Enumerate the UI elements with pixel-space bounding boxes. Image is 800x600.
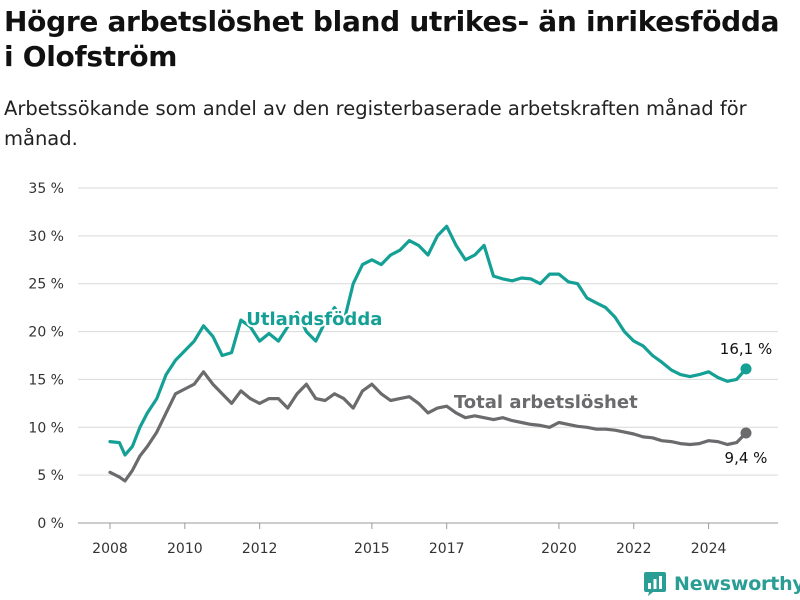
newsworthy-logo: Newsworthy — [644, 571, 800, 597]
y-tick-label: 20 % — [28, 325, 64, 341]
y-tick-label: 25 % — [28, 277, 64, 293]
x-tick-label: 2012 — [242, 541, 278, 557]
x-tick-label: 2008 — [92, 541, 128, 557]
x-tick-label: 2017 — [429, 541, 465, 557]
y-tick-label: 35 % — [28, 181, 64, 197]
series-name-label: Total arbetslöshet — [454, 392, 638, 413]
y-tick-label: 0 % — [37, 516, 64, 532]
series-end-label: 16,1 % — [720, 340, 772, 358]
y-tick-label: 5 % — [37, 468, 64, 484]
y-tick-label: 30 % — [28, 229, 64, 245]
series-end-point — [740, 427, 752, 439]
series-name-label: Utlandsfödda — [246, 309, 382, 330]
series-line — [108, 224, 748, 457]
brand-name: Newsworthy — [674, 573, 800, 595]
page-subtitle: Arbetssökande som andel av den registerb… — [4, 97, 747, 150]
y-tick-label: 10 % — [28, 420, 64, 436]
x-tick-label: 2015 — [354, 541, 390, 557]
x-tick-label: 2024 — [691, 541, 727, 557]
x-axis: 2008 2010 2012 2015 2017 2020 2022 2024 — [92, 523, 726, 557]
series-end-label: 9,4 % — [725, 449, 768, 467]
y-axis-labels: 0 % 5 % 10 % 15 % 20 % 25 % 30 % 35 % — [28, 181, 64, 532]
x-tick-label: 2020 — [541, 541, 577, 557]
series-lines — [108, 224, 752, 483]
y-tick-label: 15 % — [28, 372, 64, 388]
x-tick-label: 2022 — [616, 541, 652, 557]
series-labels: 9,4 % 16,1 % Utlandsfödda Total arbetslöshe… — [244, 307, 772, 467]
bar-chart-icon — [644, 572, 666, 596]
series-line — [108, 370, 748, 483]
page-title: Högre arbetslöshet bland utrikes- än inr… — [4, 5, 780, 73]
gridlines — [78, 187, 778, 524]
series-end-point — [740, 363, 752, 375]
x-tick-label: 2010 — [167, 541, 203, 557]
